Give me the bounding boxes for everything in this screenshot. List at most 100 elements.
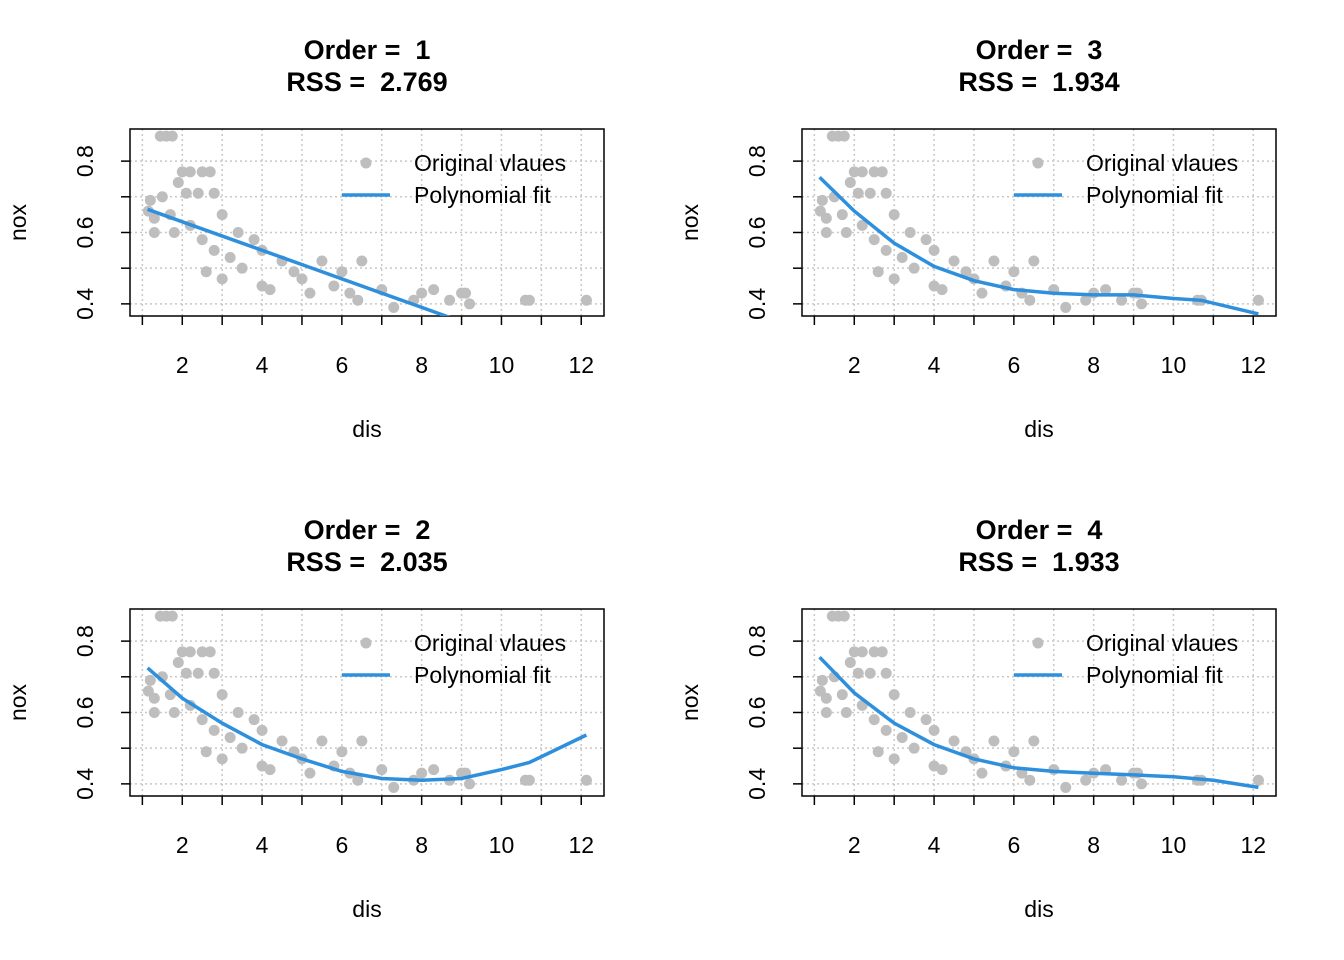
point (200, 266, 212, 278)
point (840, 706, 852, 718)
point (352, 294, 364, 306)
x-tick-label: 8 (415, 352, 428, 378)
chart-title: Order = 3 (976, 35, 1103, 65)
point (820, 706, 832, 718)
point (908, 742, 920, 754)
point (976, 767, 988, 779)
y-tick-label: 0.8 (744, 625, 770, 657)
point (156, 191, 168, 203)
point (248, 714, 260, 726)
point (224, 731, 236, 743)
point (836, 209, 848, 221)
point (1024, 774, 1036, 786)
y-tick-label: 0.8 (744, 145, 770, 177)
point (264, 764, 276, 776)
plot-frame (129, 608, 605, 797)
point (356, 735, 368, 747)
point (988, 735, 1000, 747)
point (1008, 746, 1020, 758)
x-axis-label: dis (352, 416, 381, 442)
point (352, 774, 364, 786)
point (840, 226, 852, 238)
point (838, 610, 850, 622)
legend-label: Original vlaues (1086, 630, 1238, 656)
point (876, 166, 888, 178)
x-axis-label: dis (1024, 896, 1053, 922)
point (864, 667, 876, 679)
point (848, 646, 860, 658)
point (580, 294, 592, 306)
point (820, 692, 832, 704)
point (880, 187, 892, 199)
point (336, 266, 348, 278)
legend-marker (1032, 637, 1044, 649)
y-axis-label: nox (677, 683, 703, 721)
y-tick-label: 0.8 (72, 145, 98, 177)
point (192, 187, 204, 199)
y-tick-label: 0.6 (744, 217, 770, 249)
point (216, 689, 228, 701)
point (304, 767, 316, 779)
point (184, 166, 196, 178)
point (872, 266, 884, 278)
point (1116, 774, 1128, 786)
point (172, 657, 184, 669)
point (288, 266, 300, 278)
point (180, 667, 192, 679)
point (888, 689, 900, 701)
point (216, 209, 228, 221)
point (856, 646, 868, 658)
legend-label: Polynomial fit (1086, 182, 1223, 208)
x-tick-label: 6 (335, 832, 348, 858)
point (1252, 774, 1264, 786)
point (876, 646, 888, 658)
point (896, 731, 908, 743)
y-tick-label: 0.6 (744, 697, 770, 729)
point (936, 284, 948, 296)
point (336, 746, 348, 758)
point (928, 244, 940, 256)
point (388, 301, 400, 313)
point (236, 262, 248, 274)
point (1028, 255, 1040, 267)
point (838, 130, 850, 142)
point (464, 778, 476, 790)
point (172, 177, 184, 189)
point (208, 187, 220, 199)
y-tick-label: 0.4 (744, 768, 770, 800)
point (1060, 781, 1072, 793)
point (976, 287, 988, 299)
point (896, 251, 908, 263)
x-tick-label: 4 (256, 832, 269, 858)
point (192, 667, 204, 679)
point (316, 255, 328, 267)
point (1136, 778, 1148, 790)
point (148, 212, 160, 224)
point (196, 234, 208, 246)
point (444, 294, 456, 306)
point (820, 212, 832, 224)
point (1080, 774, 1092, 786)
legend-label: Polynomial fit (414, 182, 551, 208)
point (872, 746, 884, 758)
y-tick-label: 0.6 (72, 697, 98, 729)
point (328, 280, 340, 292)
chart-title: Order = 4 (976, 515, 1103, 545)
point (196, 166, 208, 178)
point (144, 674, 156, 686)
point (888, 753, 900, 765)
x-tick-label: 8 (1087, 832, 1100, 858)
x-tick-label: 12 (1240, 352, 1266, 378)
point (948, 255, 960, 267)
point (888, 209, 900, 221)
point (904, 706, 916, 718)
chart-title: Order = 1 (304, 35, 431, 65)
x-tick-label: 2 (848, 352, 861, 378)
point (388, 781, 400, 793)
point (1060, 301, 1072, 313)
point (180, 187, 192, 199)
legend-label: Original vlaues (414, 630, 566, 656)
